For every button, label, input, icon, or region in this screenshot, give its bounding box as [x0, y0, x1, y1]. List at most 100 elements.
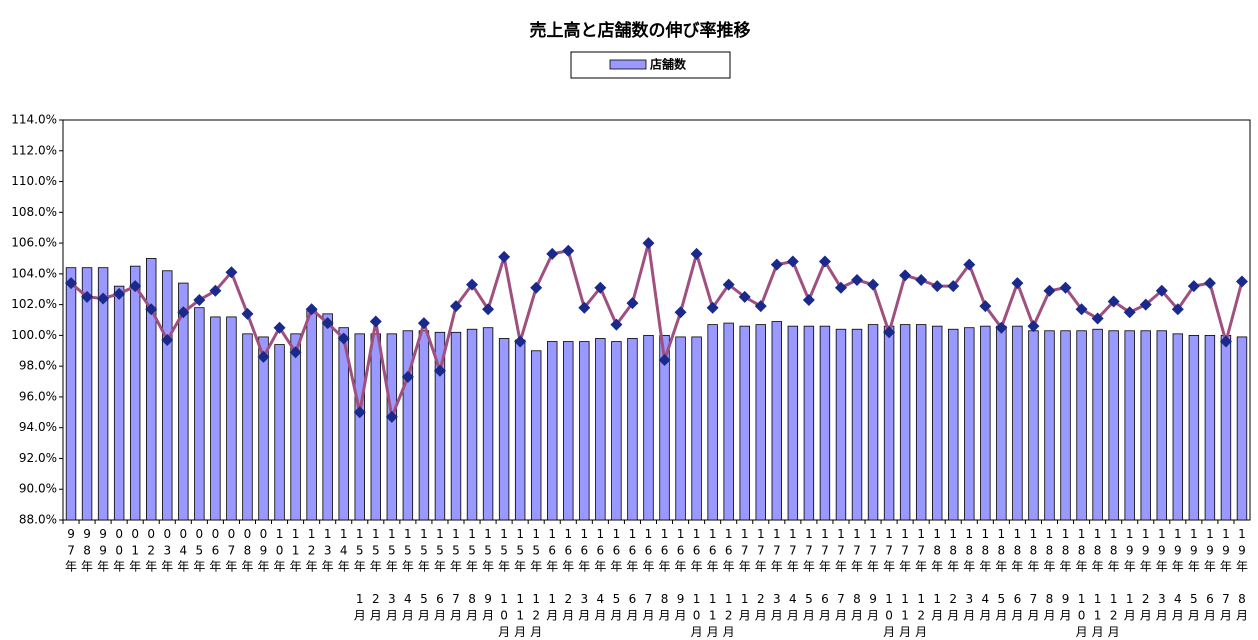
- marker: [417, 317, 430, 330]
- marker: [722, 278, 735, 291]
- bar: [659, 334, 670, 521]
- bar: [579, 341, 590, 521]
- bar: [146, 258, 157, 521]
- marker: [514, 335, 527, 348]
- marker: [1011, 277, 1024, 290]
- bar: [1188, 334, 1200, 521]
- bar: [97, 267, 109, 521]
- bar: [996, 325, 1007, 521]
- bar: [290, 333, 301, 521]
- y-tick-label: 100.0%: [11, 328, 57, 342]
- marker: [979, 300, 992, 313]
- bar: [386, 333, 398, 521]
- marker: [209, 284, 222, 297]
- bar: [819, 325, 831, 521]
- bar: [931, 325, 943, 521]
- y-tick-label: 106.0%: [11, 236, 57, 250]
- bar: [81, 267, 93, 521]
- marker: [273, 321, 286, 334]
- marker: [786, 255, 799, 268]
- y-tick-label: 94.0%: [19, 420, 57, 434]
- line: [70, 242, 1244, 423]
- marker: [289, 346, 302, 359]
- marker: [738, 290, 751, 303]
- marker: [626, 297, 639, 310]
- bar: [306, 310, 317, 521]
- marker: [1219, 335, 1232, 348]
- marker: [1043, 284, 1056, 297]
- marker: [482, 303, 495, 316]
- marker: [498, 250, 511, 263]
- bar: [1012, 325, 1023, 521]
- bar: [370, 333, 382, 521]
- marker: [610, 318, 623, 331]
- marker: [1139, 298, 1152, 311]
- marker: [449, 300, 462, 313]
- marker: [947, 280, 960, 293]
- bar: [547, 341, 558, 521]
- y-tick-label: 108.0%: [11, 205, 57, 219]
- bar: [354, 333, 365, 521]
- marker: [1203, 277, 1216, 290]
- bar: [402, 330, 414, 521]
- marker: [161, 334, 174, 346]
- marker: [963, 258, 976, 271]
- bar: [883, 325, 895, 521]
- bar: [178, 282, 189, 521]
- marker: [546, 247, 559, 260]
- bar: [771, 321, 783, 521]
- marker: [337, 332, 350, 345]
- bar: [755, 324, 766, 521]
- marker: [145, 303, 158, 316]
- bar: [611, 341, 622, 521]
- marker: [1107, 295, 1120, 308]
- bar: [466, 328, 478, 521]
- marker: [834, 281, 847, 294]
- marker: [353, 406, 366, 419]
- marker: [385, 410, 398, 423]
- legend-label: 店舗数: [650, 57, 687, 72]
- marker: [562, 244, 575, 257]
- legend-swatch: [609, 59, 647, 70]
- marker: [466, 278, 479, 291]
- marker: [1155, 284, 1168, 297]
- marker: [321, 317, 334, 330]
- marker: [1171, 303, 1184, 316]
- bar: [1204, 334, 1216, 521]
- bar: [498, 338, 510, 521]
- plot-frame: [62, 119, 1251, 521]
- bar: [595, 338, 606, 521]
- marker: [1187, 280, 1200, 293]
- bar: [1092, 328, 1103, 521]
- bar: [482, 327, 494, 521]
- bar: [803, 325, 815, 521]
